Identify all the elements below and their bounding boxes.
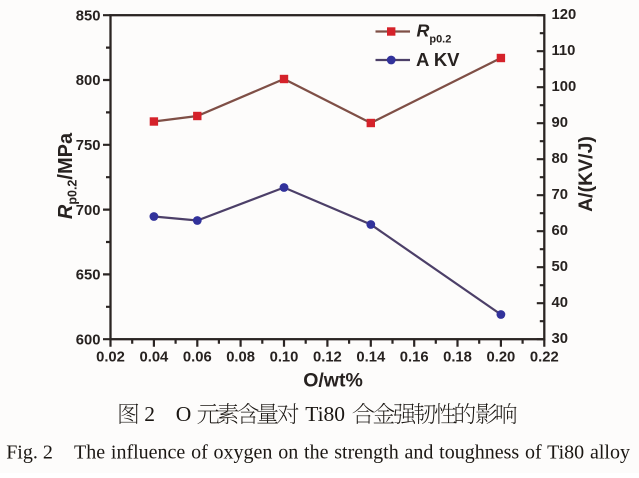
- svg-text:750: 750: [76, 138, 101, 154]
- svg-text:80: 80: [552, 151, 568, 167]
- svg-text:The influence of oxygen on the: The influence of oxygen on the strength …: [74, 442, 630, 464]
- svg-text:0.18: 0.18: [443, 350, 472, 366]
- svg-text:90: 90: [552, 115, 568, 131]
- svg-text:0.08: 0.08: [226, 350, 255, 366]
- svg-text:0.02: 0.02: [96, 350, 125, 366]
- svg-text:Fig. 2: Fig. 2: [6, 442, 53, 464]
- svg-text:0.14: 0.14: [356, 350, 386, 366]
- svg-text:40: 40: [552, 295, 568, 311]
- svg-text:0.04: 0.04: [139, 350, 169, 366]
- svg-text:A KV: A KV: [416, 49, 460, 70]
- svg-text:110: 110: [552, 43, 576, 59]
- svg-text:100: 100: [552, 79, 577, 95]
- svg-text:0.20: 0.20: [486, 350, 515, 366]
- svg-text:120: 120: [552, 7, 577, 23]
- svg-text:650: 650: [76, 268, 101, 284]
- svg-text:30: 30: [552, 331, 568, 347]
- svg-text:Rp0.2: Rp0.2: [417, 20, 452, 45]
- svg-text:O/wt%: O/wt%: [303, 370, 363, 392]
- svg-text:A/(KV/J): A/(KV/J): [575, 136, 597, 212]
- svg-text:70: 70: [552, 187, 568, 203]
- svg-text:600: 600: [76, 332, 101, 348]
- svg-text:800: 800: [76, 73, 101, 89]
- svg-text:0.06: 0.06: [183, 350, 212, 366]
- svg-text:0.22: 0.22: [530, 350, 559, 366]
- svg-text:Ti80: Ti80: [305, 402, 345, 426]
- svg-text:60: 60: [552, 223, 568, 239]
- svg-text:850: 850: [76, 8, 101, 24]
- svg-text:O: O: [176, 402, 192, 426]
- svg-text:2: 2: [144, 402, 155, 426]
- svg-text:50: 50: [552, 259, 568, 275]
- svg-text:Rp0.2/MPa: Rp0.2/MPa: [55, 132, 80, 219]
- svg-text:0.12: 0.12: [313, 350, 342, 366]
- svg-text:0.16: 0.16: [400, 350, 429, 366]
- svg-text:700: 700: [76, 203, 101, 219]
- svg-text:0.10: 0.10: [270, 350, 299, 366]
